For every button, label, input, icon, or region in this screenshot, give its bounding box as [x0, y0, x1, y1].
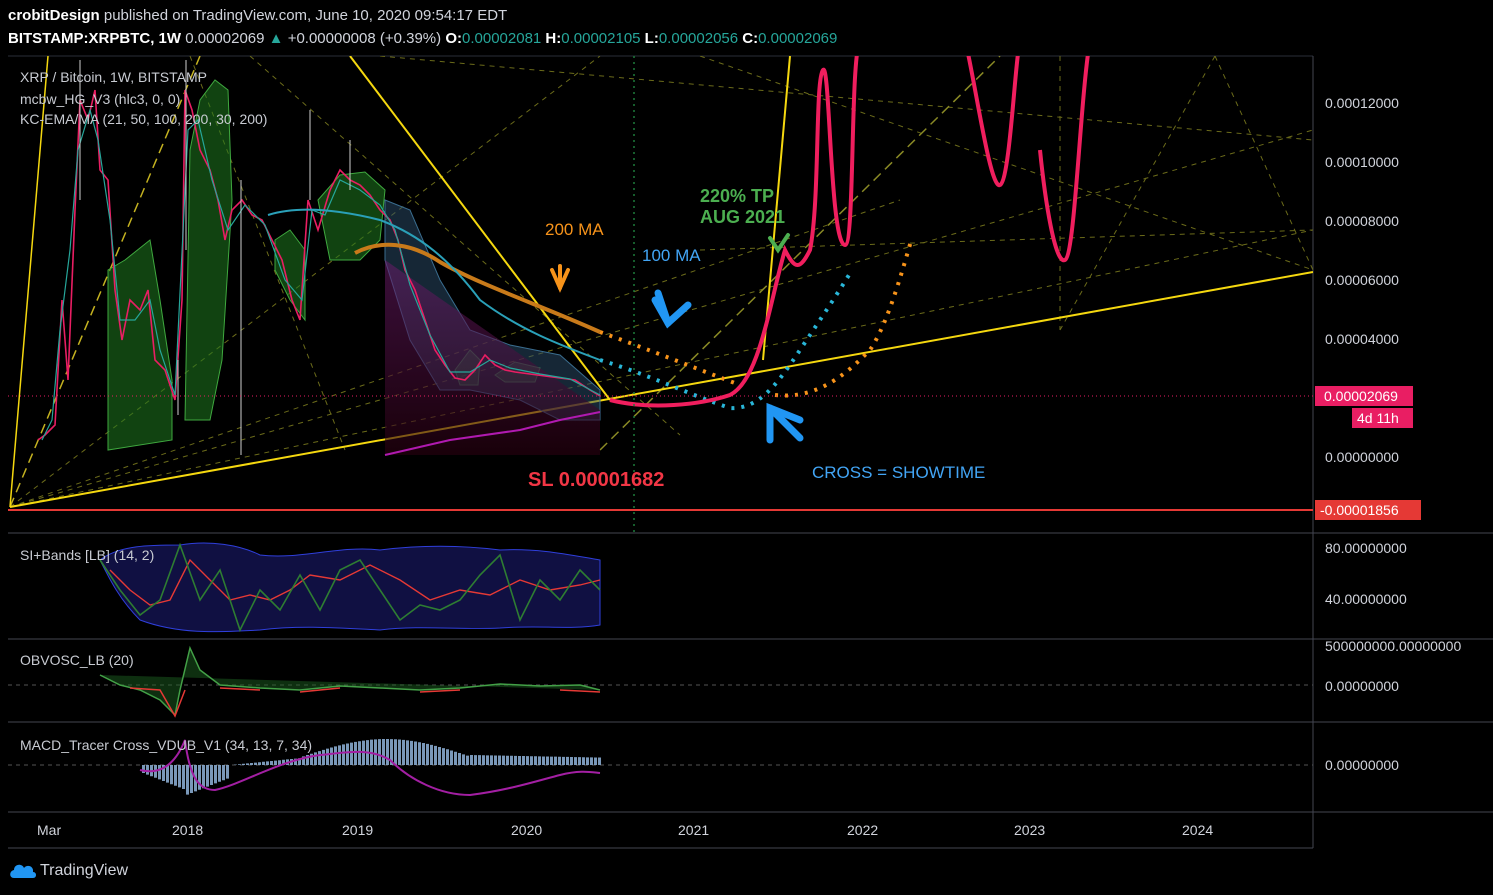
x-tick-1: 2018	[172, 822, 203, 838]
price-badge	[1315, 386, 1413, 406]
ascending-trendline	[9, 271, 1313, 508]
breakout-line	[762, 56, 791, 361]
y-tick-3: 0.00006000	[1325, 272, 1399, 288]
macd-tick-0: 0.00000000	[1325, 757, 1399, 773]
macd-pane-title[interactable]: MACD_Tracer Cross_VDUB_V1 (34, 13, 7, 34…	[20, 737, 312, 753]
annotation-arrows	[550, 233, 804, 444]
main-pane-drawings	[8, 56, 1313, 533]
si-tick-0: 80.00000000	[1325, 540, 1407, 556]
tradingview-logo-text: TradingView	[40, 862, 129, 879]
price-change: +0.00000008 (+0.39%)	[287, 30, 442, 47]
ma-200-line	[354, 242, 601, 334]
price-axis[interactable]: 0.00012000 0.00010000 0.00008000 0.00006…	[1325, 95, 1399, 465]
ma-100-projection	[599, 268, 854, 411]
x-tick-5: 2022	[847, 822, 878, 838]
price-line-red	[37, 89, 601, 441]
publish-info: published on TradingView.com, June 10, 2…	[103, 7, 508, 24]
candle-wicks	[79, 60, 351, 455]
footer: TradingView	[0, 850, 1493, 895]
price-line-green	[41, 107, 601, 441]
main-pane-title[interactable]: XRP / Bitcoin, 1W, BITSTAMP	[20, 69, 207, 85]
high-value: 0.00002105	[561, 30, 641, 47]
purple-area	[385, 260, 600, 455]
indicator-hg-title[interactable]: mcbw_HG_V3 (hlc3, 0, 0)	[20, 91, 180, 107]
ma-100-line	[267, 208, 601, 361]
si-tick-1: 40.00000000	[1325, 591, 1407, 607]
x-tick-4: 2021	[678, 822, 709, 838]
cross-label: CROSS = SHOWTIME	[812, 463, 985, 482]
dashed-trend	[9, 56, 201, 508]
author-name[interactable]: crobitDesign	[8, 7, 100, 24]
obv-tick-1: 0.00000000	[1325, 678, 1399, 694]
si-pane	[99, 542, 601, 633]
x-tick-0: Mar	[37, 822, 61, 838]
price-badge-text: 0.00002069	[1324, 388, 1398, 404]
up-arrow-icon: ▲	[268, 30, 284, 47]
time-axis[interactable]: Mar 2018 2019 2020 2021 2022 2023 2024	[37, 822, 1213, 838]
sl-price-badge	[1315, 500, 1421, 520]
price-projection	[609, 56, 1090, 408]
y-tick-1: 0.00010000	[1325, 154, 1399, 170]
ma200-label: 200 MA	[545, 220, 604, 239]
x-tick-7: 2024	[1182, 822, 1213, 838]
x-tick-3: 2020	[511, 822, 542, 838]
ohlc-line: BITSTAMP:XRPBTC, 1W 0.00002069 ▲ +0.0000…	[8, 30, 837, 47]
descending-trendline	[349, 56, 611, 401]
chart-header: crobitDesign published on TradingView.co…	[0, 0, 1493, 52]
y-tick-0: 0.00012000	[1325, 95, 1399, 111]
chart-canvas[interactable]: 200 MA 100 MA 220% TP AUG 2021 SL 0.0000…	[0, 52, 1493, 850]
obv-tick-0: 500000000.00000000	[1325, 638, 1461, 654]
countdown-text: 4d 11h	[1357, 410, 1399, 426]
open-value: 0.00002081	[462, 30, 542, 47]
y-tick-5: 0.00000000	[1325, 449, 1399, 465]
tradingview-cloud-icon	[10, 864, 36, 878]
tp-label: 220% TP	[700, 186, 774, 206]
x-tick-6: 2023	[1014, 822, 1045, 838]
obv-pane-title[interactable]: OBVOSC_LB (20)	[20, 652, 134, 668]
open-label: O:	[445, 30, 462, 47]
tp-date-label: AUG 2021	[700, 207, 785, 227]
sl-price-text: -0.00001856	[1320, 502, 1399, 518]
pane-frames	[8, 55, 1493, 849]
x-tick-2: 2019	[342, 822, 373, 838]
obv-pane	[99, 645, 601, 718]
close-value: 0.00002069	[758, 30, 838, 47]
low-value: 0.00002056	[658, 30, 739, 47]
countdown-badge	[1352, 408, 1413, 428]
low-label: L:	[644, 30, 659, 47]
y-tick-2: 0.00008000	[1325, 213, 1399, 229]
publish-line: crobitDesign published on TradingView.co…	[8, 7, 507, 24]
high-label: H:	[545, 30, 562, 47]
sl-label: SL 0.00001682	[528, 469, 664, 491]
y-tick-4: 0.00004000	[1325, 331, 1399, 347]
symbol-label[interactable]: BITSTAMP:XRPBTC, 1W	[8, 30, 182, 47]
close-label: C:	[742, 30, 759, 47]
macd-pane	[139, 736, 601, 797]
ma100-label: 100 MA	[642, 246, 701, 265]
si-pane-title[interactable]: SI+Bands [LB] (14, 2)	[20, 547, 154, 563]
indicator-kc-title[interactable]: KC-EMA/MA (21, 50, 100, 200, 30, 200)	[20, 111, 267, 127]
last-price: 0.00002069	[185, 30, 265, 47]
left-trendline	[9, 56, 49, 508]
